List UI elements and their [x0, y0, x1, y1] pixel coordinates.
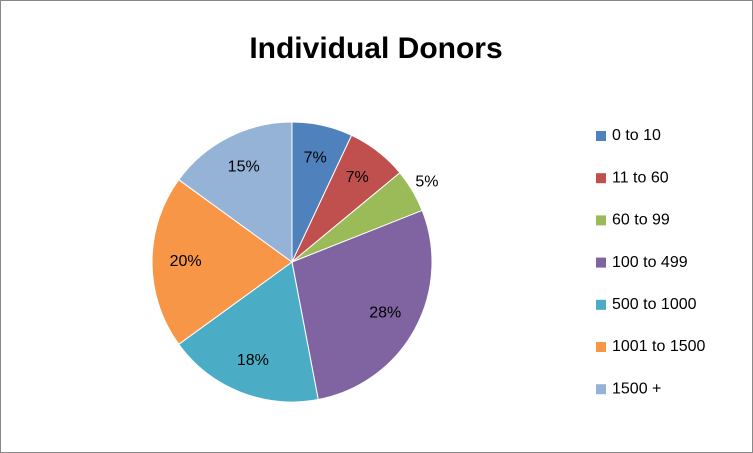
data-label: 18% — [237, 352, 269, 369]
data-label: 5% — [415, 173, 438, 190]
chart-title: Individual Donors — [249, 32, 502, 65]
legend-label: 1001 to 1500 — [612, 338, 706, 355]
data-label: 20% — [170, 253, 202, 270]
legend-label: 100 to 499 — [612, 254, 688, 271]
data-label: 7% — [304, 149, 327, 166]
pie-slice — [178, 261, 319, 403]
legend-label: 11 to 60 — [612, 169, 669, 186]
legend-label: 0 to 10 — [612, 127, 661, 144]
legend-swatch — [596, 257, 606, 268]
pie-slice — [291, 209, 433, 401]
legend-swatch — [596, 173, 606, 184]
legend-swatch — [596, 384, 606, 395]
legend-swatch — [596, 131, 606, 141]
data-label: 28% — [369, 304, 401, 321]
legend-label: 500 to 1000 — [612, 296, 697, 313]
legend-label: 60 to 99 — [612, 212, 670, 229]
legend-swatch — [596, 299, 606, 310]
data-label: 7% — [346, 169, 369, 186]
legend-label: 1500 + — [612, 380, 661, 397]
legend-swatch — [596, 342, 606, 352]
pie-slice — [151, 179, 293, 345]
legend-swatch — [596, 215, 606, 226]
data-label: 15% — [228, 158, 260, 175]
pie-slice — [178, 121, 293, 263]
